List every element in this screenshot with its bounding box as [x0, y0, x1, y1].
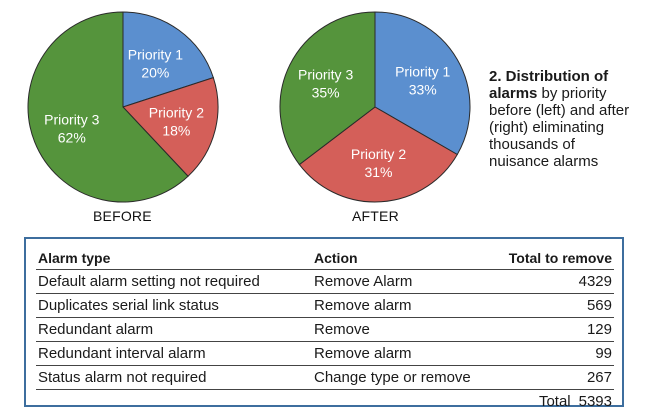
pie-slice-priority-2 [122, 77, 219, 177]
table-total-row: Total 5393 [36, 390, 614, 414]
slice-label: Priority 1 33% [395, 63, 450, 97]
slice-name: Priority 3 [298, 67, 353, 83]
pie-chart-after: Priority 1 33% Priority 2 31% Priority 3 35% [252, 0, 502, 210]
pie-before-svg: Priority 1 20% Priority 2 18% Priority 3 62% [27, 11, 219, 203]
pie-slice-priority-1 [122, 11, 214, 108]
cell-alarm-type: Default alarm setting not required [36, 269, 312, 294]
slice-label: Priority 3 62% [44, 111, 99, 145]
cell-total: 129 [506, 317, 614, 342]
cell-total: 569 [506, 293, 614, 318]
pie-after-svg: Priority 1 33% Priority 2 31% Priority 3 35% [279, 11, 471, 203]
cell-alarm-type: Status alarm not required [36, 365, 312, 390]
slice-label: Priority 1 20% [128, 46, 183, 80]
cell-action: Remove alarm [312, 293, 506, 318]
table-row: Redundant alarm Remove 129 [36, 317, 614, 342]
table-row: Duplicates serial link status Remove ala… [36, 293, 614, 318]
pie-slice-priority-1 [374, 11, 471, 156]
cell-action: Change type or remove [312, 365, 506, 390]
table-row: Default alarm setting not required Remov… [36, 269, 614, 294]
pie-chart-before: Priority 1 20% Priority 2 18% Priority 3 62% [0, 0, 250, 210]
slice-value: 31% [364, 164, 392, 180]
header-total-to-remove: Total to remove [506, 247, 614, 270]
slice-name: Priority 1 [128, 46, 183, 62]
pie-caption-after: AFTER [352, 208, 399, 224]
cell-alarm-type: Redundant alarm [36, 317, 312, 342]
cell-action: Remove Alarm [312, 269, 506, 294]
table-header-row: Alarm type Action Total to remove [36, 247, 614, 270]
figure-caption-title: 2. Distribution of alarms [489, 68, 609, 102]
cell-action: Remove [312, 317, 506, 342]
cell-alarm-type: Duplicates serial link status [36, 293, 312, 318]
total-cell: Total 5393 [36, 390, 614, 414]
cell-total: 4329 [506, 269, 614, 294]
total-label: Total [538, 392, 571, 410]
figure-caption-text: by priority before (left) and after (rig… [489, 85, 630, 170]
slice-label: Priority 2 31% [351, 146, 406, 180]
slice-value: 62% [58, 129, 86, 145]
slice-label: Priority 2 18% [149, 105, 204, 139]
cell-total: 99 [506, 341, 614, 366]
slice-value: 20% [141, 64, 169, 80]
slice-label: Priority 3 35% [298, 67, 353, 101]
slice-name: Priority 1 [395, 63, 450, 79]
pie-caption-before: BEFORE [93, 208, 152, 224]
total-value: 5393 [578, 392, 612, 410]
slice-name: Priority 2 [149, 105, 204, 121]
pie-slice-priority-2 [298, 106, 458, 203]
slice-name: Priority 3 [44, 111, 99, 127]
alarm-table-frame: Alarm type Action Total to remove Defaul… [24, 237, 624, 410]
table-row: Status alarm not required Change type or… [36, 365, 614, 390]
table-row: Redundant interval alarm Remove alarm 99 [36, 341, 614, 366]
slice-name: Priority 2 [351, 146, 406, 162]
cell-alarm-type: Redundant interval alarm [36, 341, 312, 366]
slice-value: 33% [409, 81, 437, 97]
pie-slice-priority-3 [27, 11, 189, 203]
slice-value: 35% [312, 85, 340, 101]
figure-caption: 2. Distribution of alarms by priority be… [489, 68, 639, 170]
cell-action: Remove alarm [312, 341, 506, 366]
header-action: Action [312, 247, 506, 270]
pie-slice-priority-3 [279, 11, 376, 166]
slice-value: 18% [162, 123, 190, 139]
alarm-table: Alarm type Action Total to remove Defaul… [36, 247, 614, 413]
header-alarm-type: Alarm type [36, 247, 312, 270]
cell-total: 267 [506, 365, 614, 390]
